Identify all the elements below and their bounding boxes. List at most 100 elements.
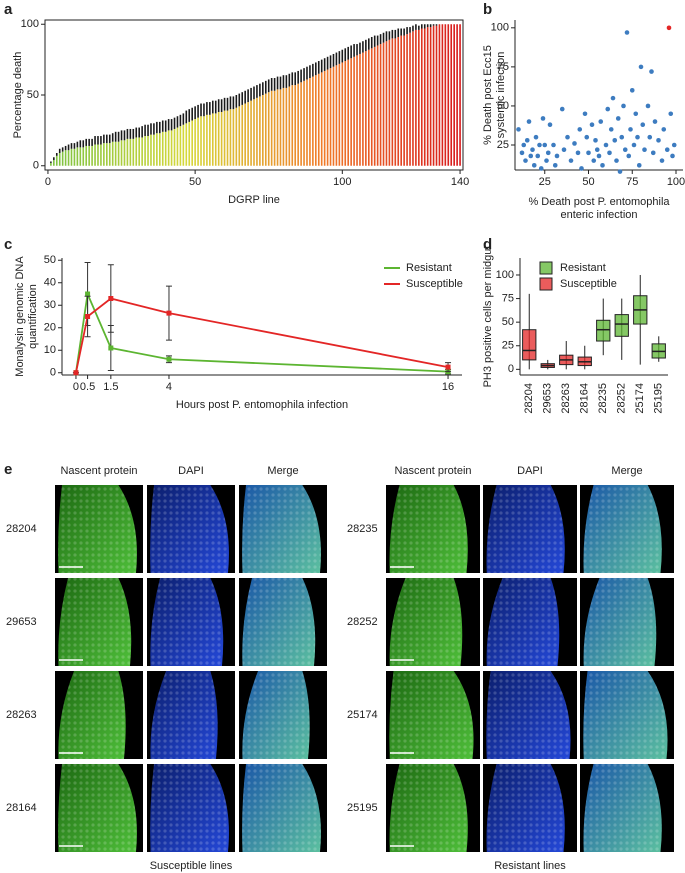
bar <box>106 143 108 166</box>
bar <box>117 141 120 166</box>
point <box>650 150 656 156</box>
bar <box>241 104 244 166</box>
point <box>671 142 677 148</box>
point <box>545 150 551 156</box>
bar <box>226 110 229 166</box>
channel-header: Nascent protein <box>394 465 471 477</box>
bar <box>329 68 332 166</box>
bar <box>161 131 164 166</box>
bar <box>315 75 317 166</box>
bar <box>147 136 149 166</box>
line-label: 25174 <box>347 709 378 721</box>
bar <box>217 111 220 166</box>
legend-label: Susceptible <box>560 278 617 290</box>
bar <box>303 80 305 166</box>
bar <box>244 103 246 166</box>
x-tick-label: 25 <box>539 176 551 188</box>
x-tick-label: 50 <box>582 176 594 188</box>
bar <box>359 53 361 166</box>
y-tick-label: 100 <box>491 22 509 34</box>
bar <box>373 46 376 166</box>
bar <box>256 97 258 166</box>
bar <box>253 99 255 166</box>
bar <box>406 34 408 166</box>
x-tick-label: 28252 <box>616 383 628 414</box>
bar <box>144 136 146 166</box>
point <box>589 122 595 127</box>
point <box>533 134 539 140</box>
tissue-texture <box>583 764 662 852</box>
tissue-texture <box>389 764 468 852</box>
bar <box>376 45 379 166</box>
bar <box>100 144 102 166</box>
panel-label: a <box>4 1 13 18</box>
line-label: 25195 <box>347 802 378 814</box>
bar <box>185 123 188 166</box>
tissue-texture <box>389 671 474 759</box>
y-tick-label: 20 <box>44 322 56 334</box>
x-tick-label: 100 <box>333 176 351 188</box>
bar <box>129 138 132 166</box>
bar <box>270 90 273 166</box>
bar <box>158 133 161 166</box>
line-label: 28235 <box>347 523 378 535</box>
bar <box>88 145 90 166</box>
bar <box>418 29 420 166</box>
bar <box>347 59 350 166</box>
tissue-texture <box>486 578 560 666</box>
x-tick-label: 29653 <box>542 383 554 414</box>
bar <box>232 109 235 166</box>
bar <box>317 73 320 166</box>
x-tick-label: 4 <box>166 381 172 393</box>
bar <box>291 85 294 166</box>
bar <box>382 42 385 166</box>
bar <box>456 24 458 166</box>
point <box>666 25 672 31</box>
x-tick-label: 0.5 <box>80 381 95 393</box>
bar <box>285 87 288 166</box>
bar <box>203 116 205 166</box>
tissue-texture <box>242 578 316 666</box>
bar <box>167 130 170 166</box>
bar <box>55 155 58 166</box>
bar <box>391 38 394 166</box>
bar <box>235 107 238 166</box>
bar <box>67 150 70 166</box>
point <box>575 150 581 156</box>
point <box>593 138 598 143</box>
point <box>603 142 609 148</box>
bar <box>338 63 341 166</box>
bar <box>259 96 261 166</box>
bar <box>176 127 179 166</box>
y-axis-label: quantification <box>27 284 39 349</box>
point <box>559 106 565 112</box>
point <box>535 153 541 159</box>
bar <box>459 24 461 166</box>
point <box>544 158 549 163</box>
bar <box>120 140 123 166</box>
bar <box>214 113 217 166</box>
point <box>670 153 675 159</box>
bar <box>223 110 226 166</box>
point <box>622 147 628 152</box>
bar <box>309 78 311 166</box>
bar <box>435 25 438 166</box>
bar <box>111 141 114 166</box>
x-tick-label: 1.5 <box>103 381 118 393</box>
panel-label: c <box>4 236 12 253</box>
point <box>73 370 79 376</box>
bar <box>229 109 232 166</box>
y-axis-label: Percentage death <box>12 52 24 139</box>
point <box>649 69 654 74</box>
point <box>526 119 532 124</box>
point <box>537 142 542 148</box>
point <box>524 138 530 143</box>
bar <box>73 148 76 166</box>
point <box>552 163 558 168</box>
box <box>614 314 629 337</box>
point <box>600 163 605 168</box>
bar <box>206 114 208 166</box>
point <box>85 291 91 297</box>
tissue-texture <box>583 578 657 666</box>
tissue-texture <box>389 485 468 573</box>
